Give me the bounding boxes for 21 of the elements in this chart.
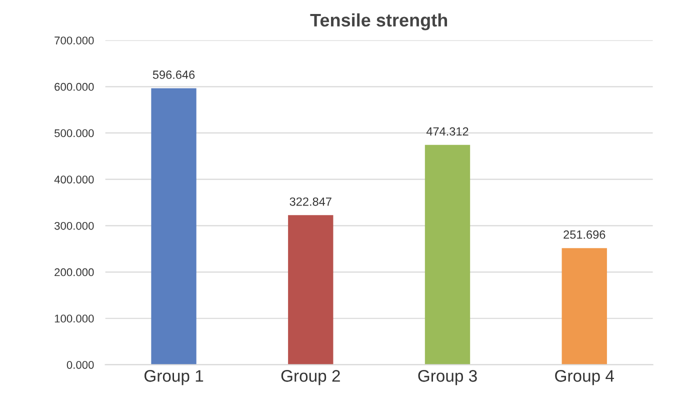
x-tick-label: Group 4 bbox=[555, 370, 614, 386]
y-tick-label: 100.000 bbox=[54, 314, 94, 323]
y-tick-label: 0.000 bbox=[66, 360, 94, 369]
x-tick-label: Group 2 bbox=[281, 370, 340, 386]
data-label: 251.696 bbox=[564, 230, 606, 239]
y-tick-label: 600.000 bbox=[54, 82, 94, 91]
y-tick-label: 500.000 bbox=[54, 129, 94, 138]
x-tick-label: Group 3 bbox=[418, 370, 477, 386]
chart-title: Tensile strength bbox=[310, 13, 448, 30]
x-tick-label: Group 1 bbox=[144, 370, 204, 386]
data-label: 322.847 bbox=[290, 197, 332, 206]
y-tick-label: 400.000 bbox=[54, 176, 94, 184]
y-tick-label: 700.000 bbox=[54, 36, 94, 44]
y-tick-label: 200.000 bbox=[54, 268, 94, 276]
y-tick-label: 300.000 bbox=[54, 222, 94, 230]
data-label: 474.312 bbox=[426, 127, 468, 136]
data-label: 596.646 bbox=[152, 70, 195, 79]
bar bbox=[424, 144, 470, 365]
bar bbox=[151, 88, 196, 365]
bar bbox=[288, 215, 334, 365]
bar bbox=[562, 248, 607, 365]
